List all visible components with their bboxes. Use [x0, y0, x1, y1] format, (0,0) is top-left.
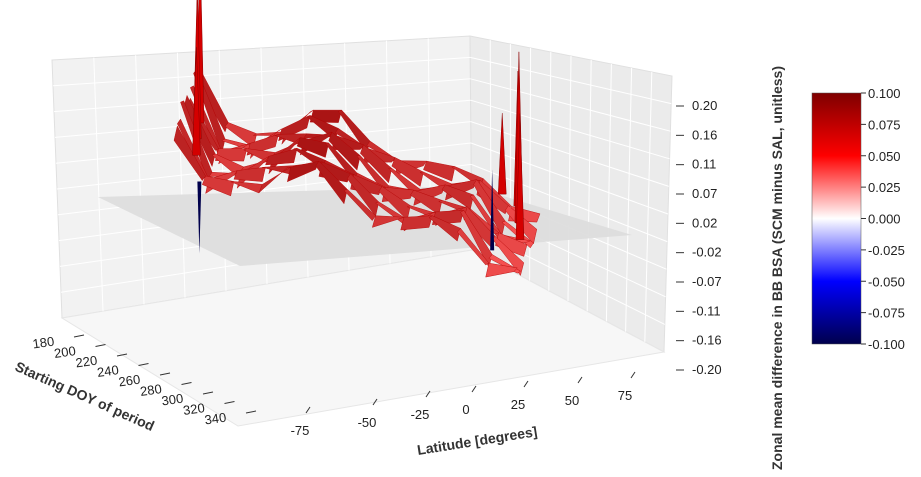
surface-patch: [328, 131, 361, 171]
colorbar-tick-label: 0.025: [868, 180, 901, 195]
surface-patch: [400, 215, 433, 231]
latitude-axis-ticks: -75 -50 -25 0 25 50 75: [291, 371, 636, 438]
latitude-tick-label: 50: [565, 393, 579, 408]
surface-patch: [372, 215, 404, 228]
surface-patch: [457, 228, 490, 266]
latitude-tick-label: 25: [511, 397, 525, 412]
latitude-tick-label: -50: [358, 415, 377, 430]
z-tick-label: -0.02: [692, 245, 722, 260]
surface-patch: [202, 175, 235, 197]
surface-patch: [315, 160, 348, 205]
surface-patch: [258, 167, 291, 193]
surface-patch: [343, 189, 376, 221]
doy-tick-label: 200: [53, 343, 77, 361]
grid-line: [625, 67, 633, 332]
grid-line: [56, 142, 472, 190]
surface-patch: [249, 128, 282, 160]
doy-tick-mark: [202, 391, 214, 395]
z-tick-label: -0.20: [692, 362, 722, 377]
latitude-tick-label: 0: [462, 402, 469, 417]
latitude-tick-mark: [425, 390, 431, 398]
z-tick-label: -0.07: [692, 274, 722, 289]
grid-line: [586, 59, 592, 312]
surface-patch: [287, 160, 320, 183]
z-tick-label: 0.07: [692, 186, 717, 201]
z-tick-label: 0.11: [692, 157, 716, 172]
colorbar-tick-label: -0.075: [868, 306, 905, 321]
doy-axis-title: Starting DOY of period: [13, 358, 157, 434]
doy-tick-label: 220: [75, 353, 99, 371]
surface-spike: [497, 113, 507, 195]
surface-patch: [485, 262, 518, 278]
doy-tick-mark: [224, 401, 235, 404]
z-tick-label: 0.16: [692, 127, 717, 142]
z-tick-label: -0.11: [692, 303, 721, 318]
doy-tick-label: 300: [161, 391, 185, 409]
surface-spike-negative: [197, 181, 202, 254]
latitude-tick-mark: [305, 406, 311, 414]
colorbar-ticks: 0.100 0.075 0.050 0.025 0.000 -0.025 -0.050 -0.…: [861, 86, 905, 352]
colorbar-tick-label: 0.000: [868, 212, 901, 227]
latitude-tick-label: 75: [618, 388, 632, 403]
doy-tick-mark: [95, 344, 106, 347]
surface-patch: [423, 160, 456, 182]
colorbar-tick-label: -0.025: [868, 243, 905, 258]
surface-patch: [281, 109, 314, 145]
floor-pane: [60, 249, 666, 427]
latitude-tick-label: -25: [411, 407, 430, 422]
doy-tick-mark: [159, 372, 171, 376]
surface-spike: [515, 113, 525, 240]
doy-tick-label: 260: [118, 372, 142, 390]
surface-spike-negative: [490, 169, 495, 251]
doy-tick-mark: [73, 334, 85, 338]
latitude-tick-mark: [372, 398, 378, 406]
difference-surface: [173, 0, 541, 278]
surface-patch: [233, 166, 266, 182]
latitude-tick-mark: [630, 371, 636, 379]
latitude-tick-label: -75: [291, 423, 310, 438]
surface-patch: [265, 148, 298, 166]
colorbar-tick-label: 0.075: [868, 117, 901, 132]
surface-patch: [428, 215, 461, 242]
surface-patch: [360, 144, 393, 184]
surface-patch: [230, 181, 263, 194]
doy-tick-label: 240: [96, 362, 120, 380]
surface-spike: [192, 47, 201, 156]
z-tick-label: 0.20: [692, 98, 717, 113]
grid-line: [605, 63, 612, 322]
doy-tick-label: 180: [32, 334, 56, 352]
surface-patch: [391, 157, 424, 187]
z-axis-ticks: 0.20 0.16 0.11 0.07 0.02 -0.02 -0.07 -0.11 -0.16…: [676, 98, 722, 377]
z-tick-label: 0.02: [692, 215, 717, 230]
colorbar-tick-label: -0.050: [868, 274, 905, 289]
surface-patch: [173, 125, 206, 181]
doy-tick-mark: [138, 363, 149, 366]
surface-patch: [296, 137, 329, 158]
latitude-tick-mark: [471, 385, 477, 393]
doy-tick-label: 340: [204, 410, 228, 428]
doy-tick-label: 320: [182, 400, 206, 418]
colorbar-tick-label: 0.100: [868, 86, 901, 101]
doy-tick-mark: [181, 382, 192, 385]
doy-tick-label: 280: [139, 381, 163, 399]
colorbar-gradient-bar: [811, 92, 862, 345]
latitude-axis-title: Latitude [degrees]: [416, 423, 538, 458]
z-axis-title: Zonal mean difference in BB BSA (SCM min…: [769, 66, 785, 470]
colorbar-tick-label: -0.100: [868, 337, 905, 352]
colorbar: 0.100 0.075 0.050 0.025 0.000 -0.025 -0.050 -0.…: [811, 86, 905, 352]
colorbar-tick-label: 0.050: [868, 149, 901, 164]
latitude-tick-mark: [523, 380, 529, 388]
latitude-tick-mark: [577, 376, 583, 384]
z-tick-label: -0.16: [692, 333, 722, 348]
doy-tick-mark: [116, 353, 128, 357]
grid-line: [644, 71, 653, 342]
doy-tick-mark: [245, 410, 257, 414]
